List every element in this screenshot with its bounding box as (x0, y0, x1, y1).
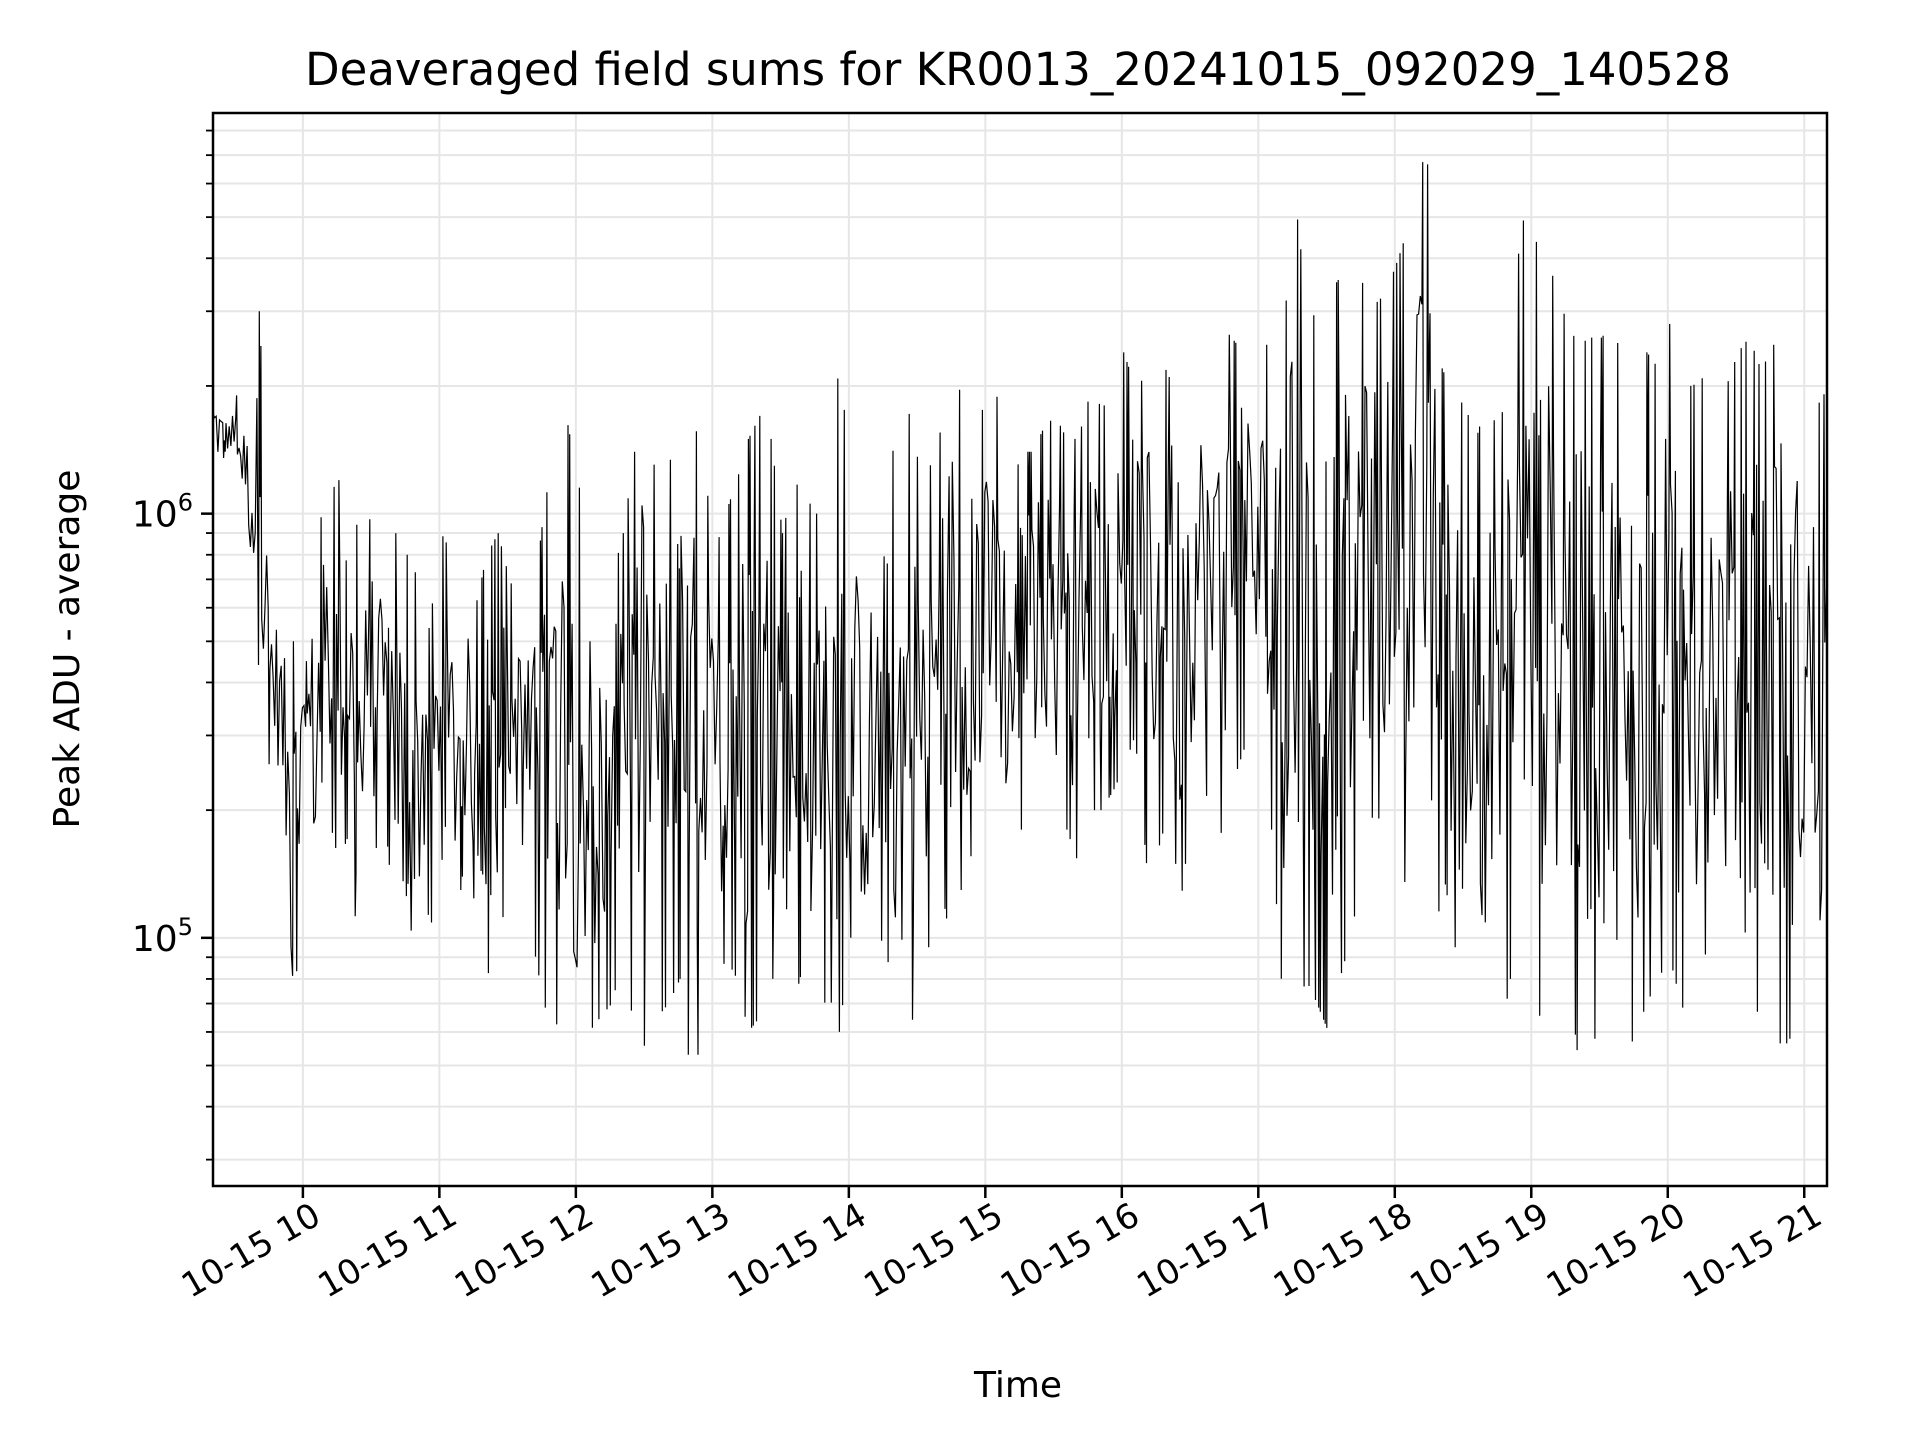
x-axis-label: Time (973, 1365, 1062, 1406)
y-tick-label: 105 (132, 913, 193, 960)
y-tick-label: 106 (132, 489, 193, 536)
chart-title: Deaveraged field sums for KR0013_2024101… (305, 43, 1731, 96)
y-axis: 105 106 (132, 129, 213, 1161)
y-axis-label: Peak ADU - average (47, 470, 88, 829)
plot-frame (211, 111, 1829, 1188)
series-line (213, 162, 1827, 1055)
plot-area (213, 162, 1827, 1055)
